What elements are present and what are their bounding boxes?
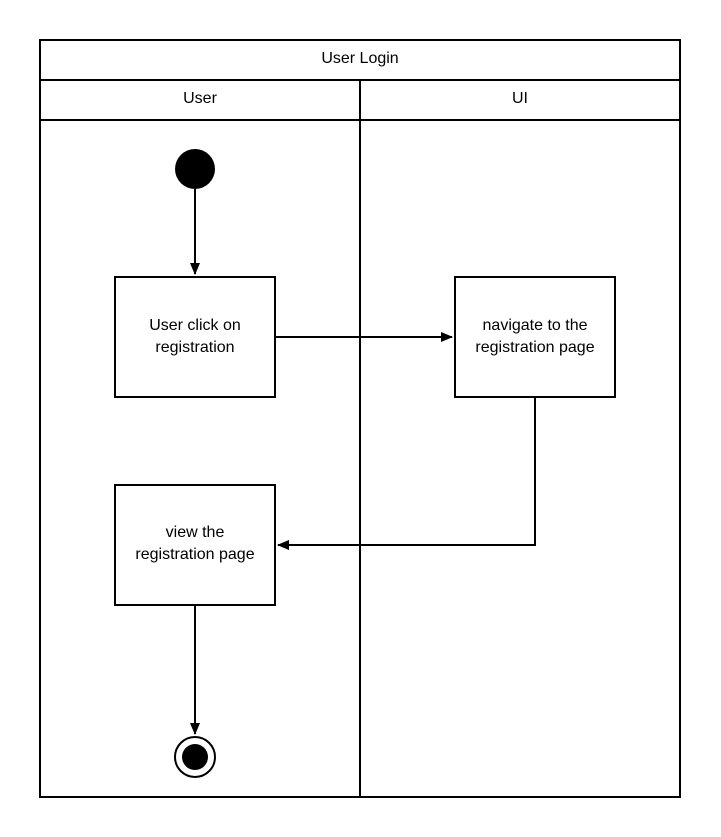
flow-arrow-navigate-to-view: [277, 397, 536, 550]
start-node: [175, 149, 215, 189]
lane-label-user: User: [183, 90, 217, 107]
end-node-core: [182, 744, 208, 770]
lane-label-ui: UI: [512, 90, 528, 107]
action-user-click-label-line1: User click on: [149, 317, 241, 334]
action-view-label-line2: registration page: [135, 546, 254, 563]
action-user-click-registration: [114, 276, 276, 398]
action-navigate-label-line1: navigate to the: [483, 317, 588, 334]
action-user-click-label-line2: registration: [155, 339, 234, 356]
action-view-label-line1: view the: [166, 524, 225, 541]
action-navigate-label-line2: registration page: [475, 339, 594, 356]
action-navigate-registration: [454, 276, 616, 398]
action-view-registration: [114, 484, 276, 606]
diagram-title: User Login: [321, 50, 398, 67]
